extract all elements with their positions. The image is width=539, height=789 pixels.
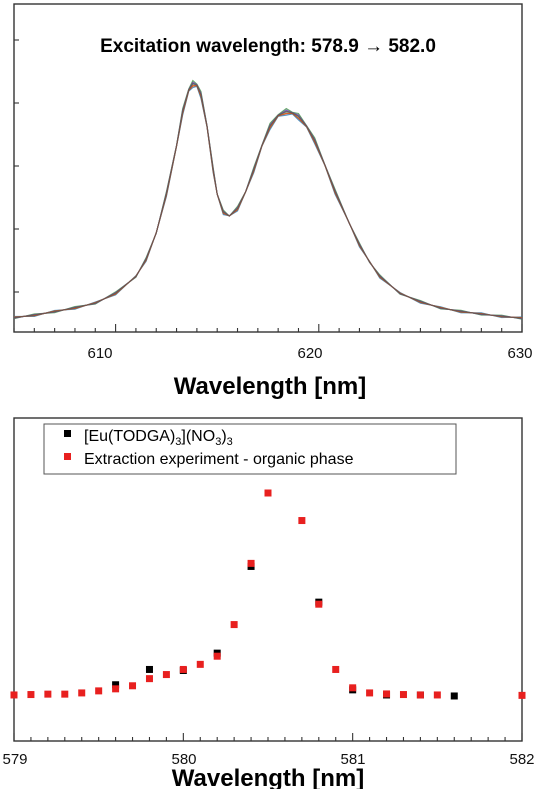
x-tick-label-580: 580 <box>171 751 196 768</box>
extraction-point <box>433 691 441 699</box>
emission-spectra <box>13 79 523 320</box>
legend-label-reference: [Eu(TODGA)3](NO3)3 <box>84 428 233 448</box>
extraction-point <box>129 682 137 690</box>
extraction-point <box>349 684 357 692</box>
extraction-point <box>518 691 526 699</box>
reference-point <box>145 665 153 673</box>
spectrum-panel: Excitation wavelength: 578.9 → 582.0 610… <box>13 3 533 400</box>
extraction-point <box>247 559 255 567</box>
extraction-point <box>27 691 35 699</box>
spectrum-line <box>13 85 523 318</box>
extraction-point <box>315 600 323 608</box>
excitation-points <box>10 489 526 700</box>
legend-box <box>43 423 457 475</box>
plot-frame-top <box>13 3 523 333</box>
extraction-point <box>230 621 238 629</box>
extraction-point <box>213 652 221 660</box>
x-tick-label-630: 630 <box>507 345 532 362</box>
spectrum-line <box>13 83 523 319</box>
spectrum-line <box>13 82 523 319</box>
extraction-point <box>10 691 18 699</box>
extraction-point <box>179 665 187 673</box>
legend: [Eu(TODGA)3](NO3)3 Extraction experiment… <box>43 423 457 475</box>
x-tick-label-582: 582 <box>509 751 534 768</box>
x-axis-title-bottom: Wavelength [nm] <box>172 765 364 789</box>
x-axis-title-top: Wavelength [nm] <box>174 373 366 400</box>
extraction-point <box>78 689 86 697</box>
extraction-point <box>196 660 204 668</box>
spectrum-line <box>13 79 523 320</box>
spectrum-line <box>13 84 523 319</box>
extraction-point <box>298 517 306 525</box>
legend-marker-extraction <box>64 453 71 460</box>
extraction-point <box>162 671 170 679</box>
reference-point <box>112 681 120 689</box>
chart-title: Excitation wavelength: 578.9 → 582.0 <box>100 36 436 57</box>
reference-point <box>450 692 458 700</box>
extraction-point <box>416 691 424 699</box>
extraction-point <box>383 690 391 698</box>
legend-marker-reference <box>64 430 71 437</box>
x-tick-label-579: 579 <box>2 751 27 768</box>
extraction-point <box>332 665 340 673</box>
extraction-point <box>61 690 69 698</box>
extraction-point <box>366 689 374 697</box>
extraction-point <box>95 687 103 695</box>
x-axis-ticks-bottom <box>13 733 523 741</box>
x-tick-label-610: 610 <box>87 345 112 362</box>
x-tick-label-581: 581 <box>340 751 365 768</box>
x-tick-label-620: 620 <box>297 345 322 362</box>
extraction-point <box>145 675 153 683</box>
extraction-point <box>112 685 120 693</box>
spectrum-line <box>13 81 523 320</box>
spectrum-line <box>13 85 523 319</box>
x-axis-ticks-top <box>13 39 523 332</box>
extraction-point <box>44 690 52 698</box>
extraction-point <box>399 691 407 699</box>
spectrum-line <box>13 81 523 320</box>
excitation-panel: [Eu(TODGA)3](NO3)3 Extraction experiment… <box>2 417 535 789</box>
extraction-point <box>264 489 272 497</box>
legend-label-extraction: Extraction experiment - organic phase <box>84 451 354 468</box>
